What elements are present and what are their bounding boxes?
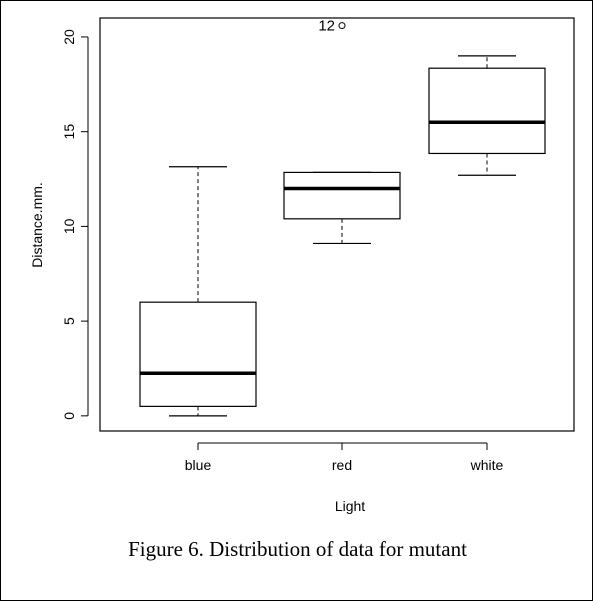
y-axis-label: Distance.mm. [29,182,45,268]
box-white [428,55,546,176]
x-tick-label-red: red [332,457,352,473]
x-tick-label-white: white [470,457,504,473]
figure-caption: Figure 6. Distribution of data for mutan… [128,537,467,561]
y-tick-label: 15 [61,124,77,140]
box-blue [139,166,257,417]
outlier-label: 12 [318,18,335,35]
y-axis: 0 5 10 15 20 [61,29,89,420]
iqr-box [139,301,257,407]
boxplot-chart: 0 5 10 15 20 blue red white 12 Light Distance.… [29,17,575,514]
x-axis-label: Light [335,498,365,514]
y-tick-label: 0 [61,412,77,420]
x-axis: blue red white [185,442,504,473]
plot-area-border [99,17,575,432]
iqr-box [283,171,401,220]
y-tick-label: 10 [61,218,77,234]
x-tick-label-blue: blue [185,457,212,473]
y-tick-label: 20 [61,29,77,45]
y-tick-label: 5 [61,317,77,325]
outlier-point [338,22,346,30]
iqr-box [428,67,546,155]
outliers: 12 [318,18,346,35]
box-red [283,171,401,245]
boxes [139,55,546,417]
